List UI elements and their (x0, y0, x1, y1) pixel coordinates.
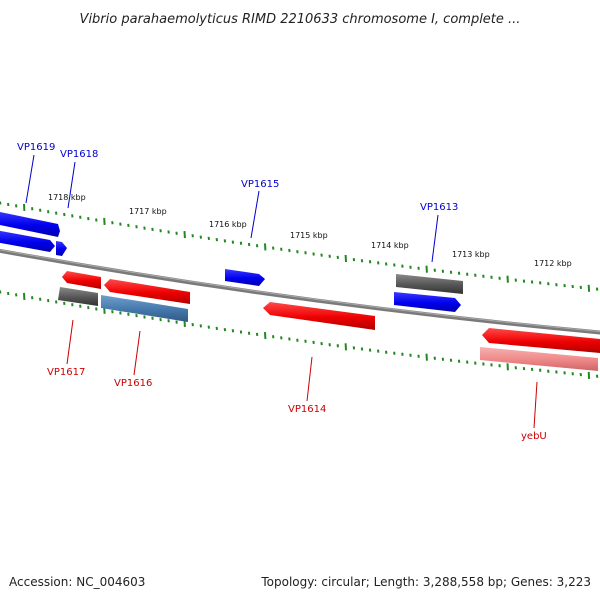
label-vp1615[interactable]: VP1615 (241, 179, 279, 190)
label-vp1618[interactable]: VP1618 (60, 149, 98, 160)
reverse-genes (58, 271, 600, 371)
kbp-label: 1717 kbp (129, 207, 167, 216)
gene-vp1613[interactable] (394, 292, 461, 312)
leader-line (431, 214, 439, 263)
leader-line (306, 356, 313, 402)
leader-line (25, 154, 35, 204)
kbp-label: 1714 kbp (371, 241, 409, 250)
leader-line (533, 381, 538, 429)
gene-vp1616[interactable] (104, 279, 190, 304)
gene-vp1614[interactable] (263, 302, 375, 330)
label-vp1614[interactable]: VP1614 (288, 404, 326, 415)
kbp-label: 1713 kbp (452, 250, 490, 259)
kbp-scale: 1718 kbp 1717 kbp 1716 kbp 1715 kbp 1714… (48, 193, 572, 268)
label-vp1617[interactable]: VP1617 (47, 367, 85, 378)
gene-vp1616-alt[interactable] (101, 295, 188, 322)
gene-vp1618-left[interactable] (0, 230, 55, 252)
leader-line (67, 161, 76, 209)
topology-text: Topology: circular; Length: 3,288,558 bp… (260, 575, 591, 589)
kbp-label: 1718 kbp (48, 193, 86, 202)
chromosome-backbone (0, 248, 600, 335)
gene-yebu-alt[interactable] (480, 347, 598, 371)
accession-text: Accession: NC_004603 (9, 575, 145, 589)
gene-vp1615[interactable] (225, 269, 265, 286)
gene-vp1617-pseudo[interactable] (58, 287, 98, 306)
leader-line (250, 190, 260, 239)
label-yebu[interactable]: yebU (521, 431, 547, 442)
gene-vp1613-pseudo[interactable] (396, 274, 463, 294)
forward-genes (0, 211, 463, 312)
label-vp1619[interactable]: VP1619 (17, 142, 55, 153)
tick-track-forward (0, 201, 599, 292)
forward-gene-labels: VP1619 VP1618 VP1615 VP1613 (17, 142, 458, 263)
gene-yebu[interactable] (482, 328, 600, 353)
leader-line (66, 319, 74, 365)
label-vp1616[interactable]: VP1616 (114, 378, 152, 389)
gene-vp1618[interactable] (56, 241, 67, 256)
tick-track-reverse (0, 290, 599, 379)
leader-line (133, 330, 141, 376)
kbp-label: 1712 kbp (534, 259, 572, 268)
gene-vp1617[interactable] (62, 271, 101, 289)
kbp-label: 1715 kbp (290, 231, 328, 240)
reverse-gene-labels: VP1617 VP1616 VP1614 yebU (47, 319, 547, 442)
map-title: Vibrio parahaemolyticus RIMD 2210633 chr… (80, 12, 521, 27)
kbp-label: 1716 kbp (209, 220, 247, 229)
label-vp1613[interactable]: VP1613 (420, 202, 458, 213)
gene-vp1619[interactable] (0, 211, 60, 237)
